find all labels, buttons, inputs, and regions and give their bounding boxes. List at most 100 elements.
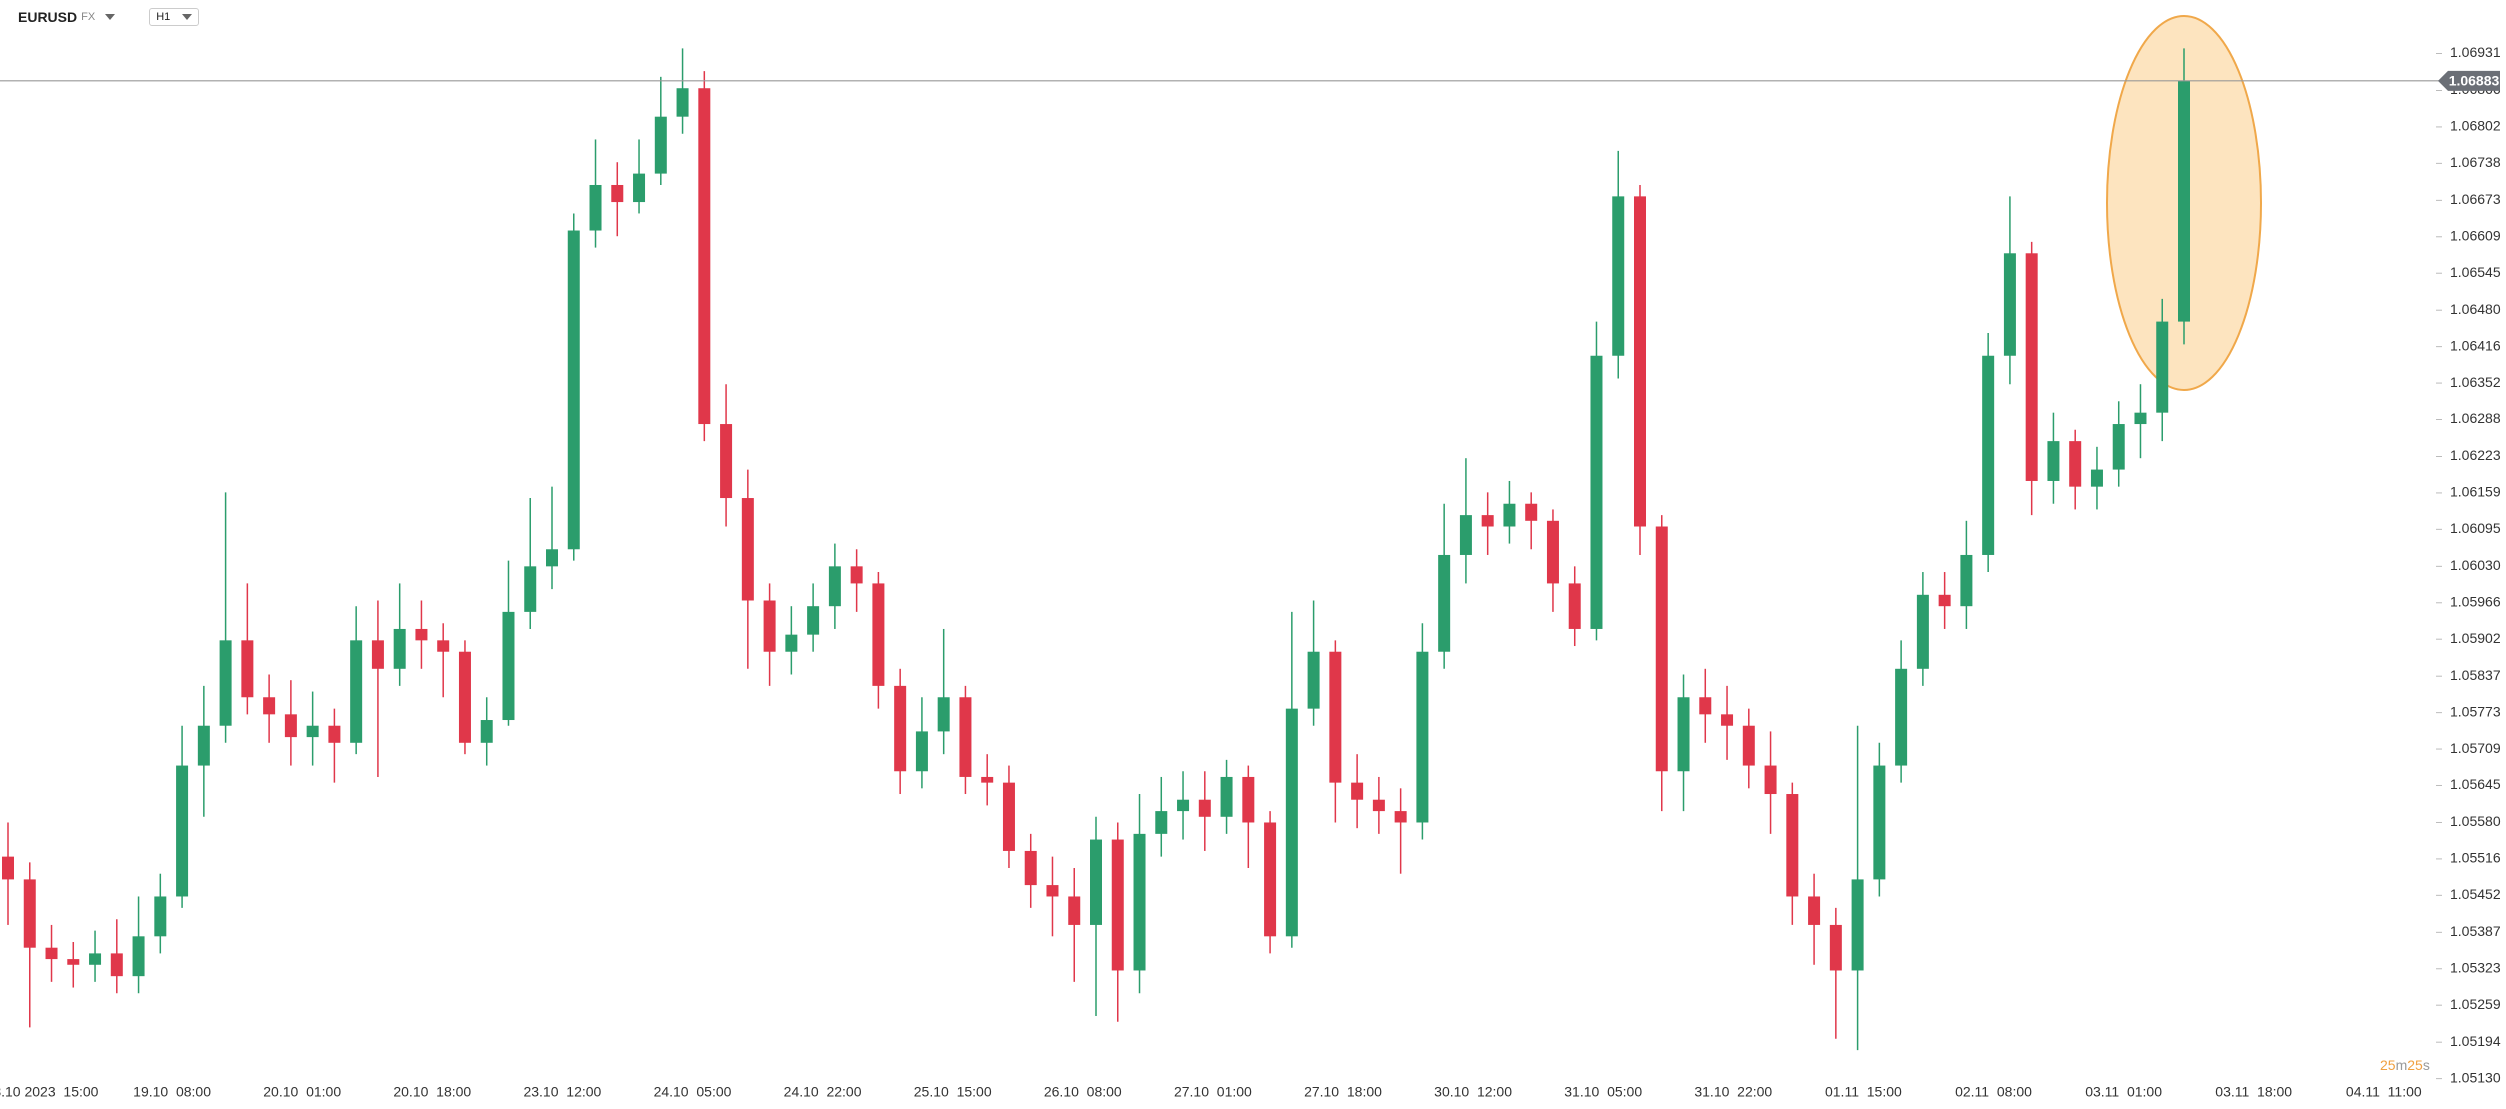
y-tick-label: 1.05259	[2450, 996, 2501, 1012]
candle-body	[1742, 725, 1755, 766]
candle-body	[894, 685, 907, 772]
y-tick-label: 1.06931	[2450, 44, 2501, 60]
candle-body	[785, 634, 798, 652]
candle-body	[1002, 782, 1015, 851]
candle-body	[437, 640, 450, 652]
x-tick-label: 03.11 01:00	[2085, 1084, 2162, 1100]
timeframe: H1	[156, 11, 171, 23]
candle-body	[1459, 515, 1472, 555]
x-tick-label: 03.11 18:00	[2215, 1084, 2292, 1100]
candle-body	[89, 953, 102, 965]
x-tick-label: 27.10 01:00	[1174, 1084, 1252, 1100]
candle-body	[219, 640, 232, 726]
candle-body	[959, 697, 972, 777]
x-tick-label: 31.10 05:00	[1564, 1084, 1642, 1100]
candle-body	[1220, 776, 1233, 817]
countdown-minutes: 25	[2380, 1057, 2396, 1073]
x-tick-label: 18.10 2023 15:00	[0, 1084, 99, 1100]
candle-body	[589, 184, 602, 231]
candle-body	[1438, 554, 1451, 652]
x-tick-label: 30.10 12:00	[1434, 1084, 1512, 1100]
candle-body	[458, 651, 471, 743]
timeframe-select[interactable]: H1	[149, 8, 200, 26]
candle-body	[741, 498, 754, 601]
candle-body	[633, 173, 646, 203]
market: FX	[81, 11, 96, 23]
candle-body	[1503, 503, 1516, 527]
candle-body	[1960, 554, 1973, 607]
candle-body	[480, 720, 493, 743]
candle-body	[284, 714, 297, 738]
y-tick-label: 1.05966	[2450, 593, 2501, 609]
y-tick-label: 1.05194	[2450, 1033, 2501, 1049]
candle-body	[872, 583, 885, 686]
y-tick-label: 1.05902	[2450, 630, 2501, 646]
candle-body	[1090, 839, 1102, 925]
candle-body	[546, 549, 558, 567]
x-tick-label: 27.10 18:00	[1304, 1084, 1382, 1100]
y-tick-label: 1.05837	[2450, 667, 2501, 683]
y-tick-label: 1.06738	[2450, 154, 2501, 170]
y-tick-label: 1.06609	[2450, 227, 2501, 243]
y-tick-label: 1.06802	[2450, 118, 2501, 134]
candle-body	[23, 879, 36, 948]
countdown-seconds-unit: s	[2423, 1057, 2430, 1073]
candle-body	[1699, 697, 1712, 715]
y-tick-label: 1.05580	[2450, 813, 2501, 829]
candle-body	[67, 959, 80, 965]
x-tick-label: 20.10 01:00	[263, 1084, 341, 1100]
candle-body	[524, 566, 537, 612]
candle-body	[2090, 469, 2103, 487]
candle-body	[676, 88, 689, 117]
candle-body	[807, 606, 820, 635]
candle-body	[176, 765, 189, 897]
countdown-minutes-unit: m	[2396, 1057, 2408, 1073]
candle-body	[2134, 412, 2147, 425]
y-tick-label: 1.06223	[2450, 447, 2501, 463]
symbol[interactable]: EURUSD	[18, 9, 78, 25]
candle-body	[1895, 668, 1908, 766]
x-tick-label: 24.10 22:00	[784, 1084, 862, 1100]
y-tick-label: 1.05645	[2450, 776, 2501, 792]
candle-body	[850, 566, 863, 584]
candle-body	[1024, 850, 1037, 886]
y-tick-label: 1.06159	[2450, 484, 2501, 500]
x-tick-label: 20.10 18:00	[393, 1084, 471, 1100]
toolbar: EURUSD FX H1	[18, 8, 200, 26]
candle-body	[132, 936, 145, 977]
candle-body	[981, 776, 994, 783]
candle-body	[1655, 526, 1668, 772]
x-tick-label: 19.10 08:00	[133, 1084, 211, 1100]
candle-body	[263, 697, 276, 715]
candle-body	[654, 116, 667, 174]
x-tick-label: 31.10 22:00	[1694, 1084, 1772, 1100]
y-tick-label: 1.06480	[2450, 301, 2501, 317]
candle-body	[611, 184, 624, 203]
candle-body	[1307, 651, 1320, 709]
candle-body	[1372, 799, 1385, 812]
candle-body	[1568, 583, 1581, 629]
candle-body	[698, 88, 711, 425]
current-price-tag	[2438, 70, 2500, 91]
candle-body	[2069, 441, 2082, 487]
symbol-dropdown[interactable]	[105, 14, 116, 20]
candle-body	[1764, 765, 1777, 795]
candle-body	[2047, 441, 2060, 481]
y-tick-label: 1.05516	[2450, 850, 2501, 866]
candle-body	[502, 611, 515, 721]
candle-body	[1808, 896, 1821, 925]
candle-body	[1394, 811, 1407, 823]
candle-body	[1177, 799, 1190, 812]
candle-body	[1612, 196, 1625, 356]
candle-body	[241, 640, 254, 698]
candle-body	[393, 628, 406, 669]
y-tick-label: 1.05387	[2450, 923, 2501, 939]
candle-body	[2003, 253, 2016, 356]
y-tick-label: 1.06288	[2450, 410, 2501, 426]
timeframe-caret	[182, 14, 193, 20]
candle-body	[763, 600, 776, 652]
candle-body	[1851, 879, 1864, 971]
candle-body	[1873, 765, 1886, 880]
